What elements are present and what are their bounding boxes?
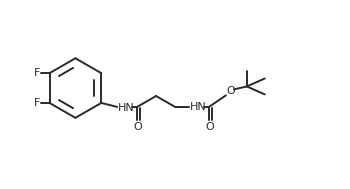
Text: HN: HN (190, 102, 206, 112)
Text: O: O (134, 122, 142, 132)
Text: HN: HN (118, 103, 134, 113)
Text: O: O (226, 86, 235, 96)
Text: O: O (205, 122, 214, 132)
Text: F: F (33, 68, 40, 78)
Text: F: F (33, 98, 40, 108)
